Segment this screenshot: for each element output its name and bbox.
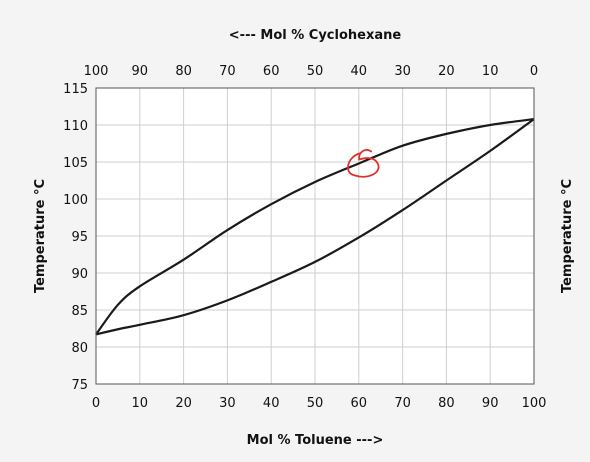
x-tick-label: 60 <box>351 396 368 411</box>
x-tick-label: 50 <box>307 396 324 411</box>
top-x-tick-label: 0 <box>530 64 538 79</box>
x-axis-title: Mol % Toluene ---> <box>247 433 384 448</box>
x-tick-label: 70 <box>394 396 411 411</box>
x-tick-label: 10 <box>132 396 149 411</box>
y-tick-label: 85 <box>71 304 88 319</box>
y-tick-label: 100 <box>63 193 88 208</box>
top-x-tick-label: 70 <box>219 64 236 79</box>
top-x-axis-title: <--- Mol % Cyclohexane <box>229 28 402 43</box>
y-tick-label: 105 <box>63 156 88 171</box>
y-axis-title: Temperature °C <box>33 179 48 293</box>
y-tick-label: 75 <box>71 378 88 393</box>
liquid-curve <box>95 118 535 336</box>
x-tick-label: 20 <box>175 396 192 411</box>
top-x-tick-label: 30 <box>394 64 411 79</box>
plot-border <box>95 87 535 385</box>
top-x-tick-label: 80 <box>175 64 192 79</box>
top-x-tick-label: 40 <box>351 64 368 79</box>
top-x-tick-label: 100 <box>84 64 109 79</box>
x-tick-label: 80 <box>438 396 455 411</box>
top-x-tick-label: 50 <box>307 64 324 79</box>
y-tick-label: 90 <box>71 267 88 282</box>
y-tick-label: 80 <box>71 341 88 356</box>
top-x-tick-label: 90 <box>132 64 149 79</box>
x-tick-label: 40 <box>263 396 280 411</box>
y-tick-label: 110 <box>63 119 88 134</box>
y-tick-label: 115 <box>63 82 88 97</box>
vapor-curve <box>95 117 535 336</box>
y-tick-label: 95 <box>71 230 88 245</box>
top-x-tick-label: 10 <box>482 64 499 79</box>
x-tick-label: 100 <box>522 396 547 411</box>
top-x-tick-label: 20 <box>438 64 455 79</box>
red-circle-annotation <box>347 149 380 178</box>
x-tick-label: 0 <box>92 396 100 411</box>
right-y-axis-title: Temperature °C <box>560 179 575 293</box>
x-tick-label: 90 <box>482 396 499 411</box>
top-x-tick-label: 60 <box>263 64 280 79</box>
x-tick-label: 30 <box>219 396 236 411</box>
